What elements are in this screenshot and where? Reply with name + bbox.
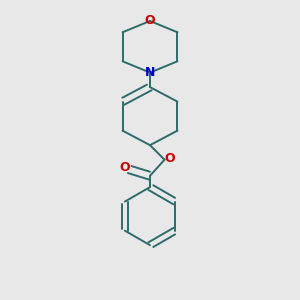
Text: O: O [164,152,175,165]
Text: O: O [145,14,155,28]
Text: O: O [119,161,130,174]
Text: N: N [145,66,155,79]
